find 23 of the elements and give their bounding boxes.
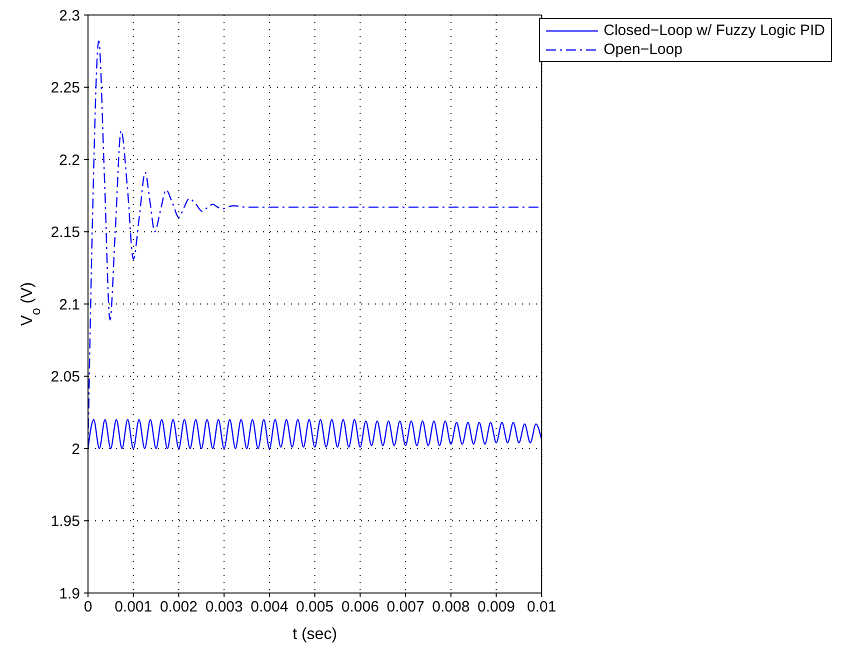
x-tick-label: 0.007 xyxy=(386,598,424,616)
x-tick-label: 0.008 xyxy=(432,598,470,616)
x-tick-label: 0.003 xyxy=(205,598,243,616)
y-tick-label: 2.15 xyxy=(50,224,80,242)
x-tick-label: 0.004 xyxy=(250,598,288,616)
y-tick-label: 2.05 xyxy=(50,368,80,386)
x-axis-title: t (sec) xyxy=(292,626,338,643)
x-tick-label: 0.009 xyxy=(477,598,516,616)
y-tick-label: 1.9 xyxy=(59,585,80,602)
legend-label: Closed−Loop w/ Fuzzy Logic PID xyxy=(604,21,825,40)
x-tick-label: 0.002 xyxy=(160,598,198,616)
y-tick-label: 2 xyxy=(72,440,80,458)
y-tick-label: 2.2 xyxy=(59,152,80,169)
y-tick-label: 1.95 xyxy=(50,513,80,530)
legend-label: Open−Loop xyxy=(604,40,682,59)
x-tick-label: 0.001 xyxy=(114,598,152,616)
x-tick-label: 0.01 xyxy=(527,598,556,616)
x-tick-label: 0.006 xyxy=(341,598,379,616)
y-tick-label: 2.1 xyxy=(59,296,80,314)
x-tick-label: 0.005 xyxy=(296,598,334,616)
y-tick-label: 2.3 xyxy=(59,7,80,24)
y-tick-label: 2.25 xyxy=(50,80,80,97)
x-tick-label: 0 xyxy=(84,598,92,616)
